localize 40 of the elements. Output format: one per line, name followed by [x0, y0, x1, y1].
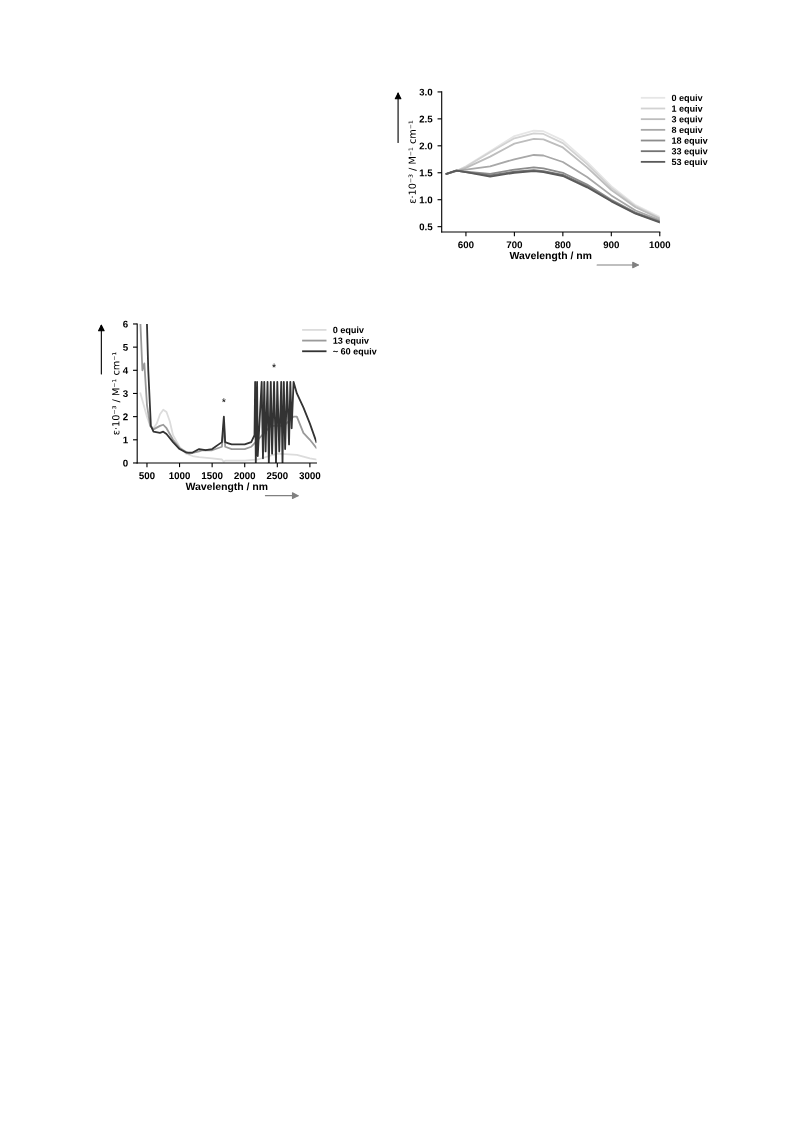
x-tick-label: 500: [139, 472, 155, 480]
x-tick-label: 1000: [169, 472, 190, 480]
y-tick-label: 0.5: [419, 223, 433, 231]
x-tick-label: 2000: [234, 472, 256, 480]
y-tick-label: 3: [122, 390, 128, 398]
x-tick-label: 2500: [266, 472, 288, 480]
x-axis-title: Wavelength / nm: [185, 482, 268, 493]
y-tick-label: 0: [123, 459, 128, 467]
y-tick-label: 4: [122, 367, 129, 374]
legend-label: 33 equiv: [671, 147, 708, 157]
legend-label: 1 equiv: [672, 105, 703, 114]
y-tick-label: 2: [123, 413, 128, 421]
y-tick-label: 1.5: [419, 169, 433, 177]
y-tick-label: 5: [123, 343, 128, 351]
y-tick-label: 2.0: [419, 142, 433, 150]
y-tick-label: 6: [123, 320, 128, 328]
x-tick-label: 800: [555, 241, 571, 249]
annotation: *: [272, 363, 277, 368]
legend-label: 53 equiv: [671, 158, 708, 167]
legend-label: 8 equiv: [671, 126, 703, 135]
legend-label: 0 equiv: [671, 94, 703, 103]
annotation: *: [221, 398, 226, 403]
x-tick-label: 1000: [649, 241, 671, 249]
y-tick-label: 1: [123, 436, 128, 444]
x-tick-label: 900: [603, 241, 620, 249]
x-tick-label: 700: [506, 241, 523, 249]
legend-label: 0 equiv: [333, 326, 364, 335]
legend-label: 3 equiv: [671, 115, 703, 125]
y-tick-label: 3.0: [419, 88, 433, 96]
legend-label: 18 equiv: [672, 137, 708, 146]
legend-label: 13 equiv: [333, 337, 369, 346]
y-tick-label: 1.0: [419, 196, 433, 204]
x-tick-label: 600: [458, 241, 474, 249]
y-axis-title: ε·10⁻³ / M⁻¹ cm⁻¹: [408, 120, 417, 204]
y-tick-label: 2.5: [419, 115, 433, 123]
x-axis-title: Wavelength / nm: [509, 251, 592, 262]
x-tick-label: 1500: [201, 472, 223, 480]
x-tick-label: 3000: [299, 472, 321, 480]
y-axis-title: ε·10⁻³ / M⁻¹ cm⁻¹: [112, 352, 121, 435]
legend-label: ~ 60 equiv: [333, 347, 377, 357]
